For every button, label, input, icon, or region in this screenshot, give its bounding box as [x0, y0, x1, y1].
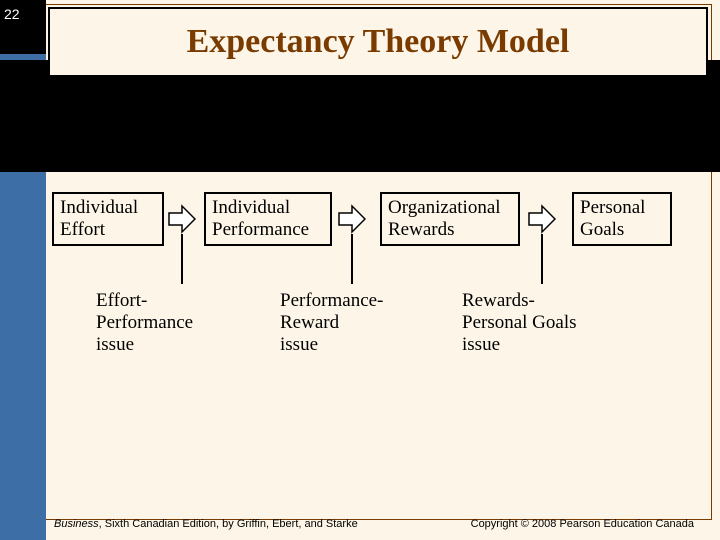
issue-label: Rewards-Personal Goalsissue [462, 290, 577, 355]
box-label: PersonalGoals [580, 197, 645, 241]
box-label: OrganizationalRewards [388, 197, 501, 241]
box-individual-performance: IndividualPerformance [204, 192, 332, 246]
issue-label: Performance-Rewardissue [280, 290, 383, 355]
connector-line [541, 234, 543, 284]
box-label: IndividualEffort [60, 197, 138, 241]
issue-label: Effort-Performanceissue [96, 290, 193, 355]
box-personal-goals: PersonalGoals [572, 192, 672, 246]
label-rewards-goals-issue: Rewards-Personal Goalsissue [462, 290, 577, 356]
label-performance-reward-issue: Performance-Rewardissue [280, 290, 383, 356]
connector-line [181, 234, 183, 284]
box-organizational-rewards: OrganizationalRewards [380, 192, 520, 246]
connector-line [351, 234, 353, 284]
footer-left: Business, Sixth Canadian Edition, by Gri… [54, 518, 358, 530]
arrow-right-icon [338, 204, 366, 234]
arrow-right-icon [528, 204, 556, 234]
box-individual-effort: IndividualEffort [52, 192, 164, 246]
footer-copyright: Copyright © 2008 Pearson Education Canad… [471, 518, 694, 530]
arrow-right-icon [168, 204, 196, 234]
diagram-area: IndividualEffort IndividualPerformance O… [0, 0, 720, 540]
label-effort-performance-issue: Effort-Performanceissue [96, 290, 193, 356]
footer-citation: , Sixth Canadian Edition, by Griffin, Eb… [99, 518, 358, 530]
footer-book-title: Business [54, 518, 99, 530]
box-label: IndividualPerformance [212, 197, 309, 241]
